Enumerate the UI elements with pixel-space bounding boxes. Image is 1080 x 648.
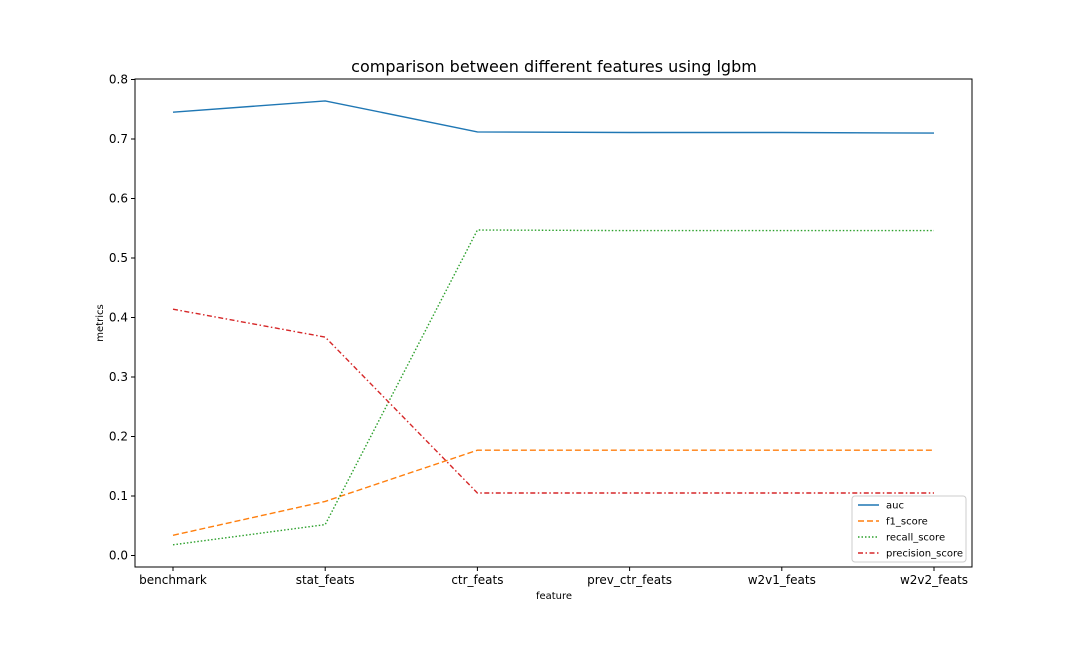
y-tick-label: 0.3 bbox=[109, 370, 128, 384]
x-tick-label: benchmark bbox=[139, 573, 207, 587]
y-tick-label: 0.4 bbox=[109, 311, 128, 325]
x-tick-label: prev_ctr_feats bbox=[587, 573, 672, 587]
series-line-f1-score bbox=[172, 449, 934, 536]
legend-box bbox=[851, 495, 967, 563]
y-tick-label: 0.1 bbox=[109, 489, 128, 503]
x-tick-label: w2v2_feats bbox=[900, 573, 968, 587]
plot-frame bbox=[134, 78, 973, 568]
x-axis-label: feature bbox=[536, 591, 572, 602]
y-tick-label: 0.5 bbox=[109, 251, 128, 265]
chart-title: comparison between different features us… bbox=[351, 57, 757, 76]
y-axis-label: metrics bbox=[95, 304, 106, 341]
x-tick-label: stat_feats bbox=[296, 573, 355, 587]
series-line-auc bbox=[172, 100, 935, 134]
legend-label: f1_score bbox=[886, 517, 928, 528]
y-tick-label: 0.2 bbox=[109, 430, 128, 444]
y-tick-label: 0.0 bbox=[109, 549, 128, 563]
legend-label: recall_score bbox=[886, 533, 945, 544]
y-tick-label: 0.6 bbox=[109, 192, 128, 206]
x-tick-label: w2v1_feats bbox=[748, 573, 816, 587]
legend: auc f1_score recall_score precision_score bbox=[851, 495, 967, 563]
y-tick-label: 0.7 bbox=[109, 132, 128, 146]
y-tick-label: 0.8 bbox=[109, 73, 128, 87]
y-axis: 0.0 0.1 0.2 0.3 0.4 0.5 0.6 0.7 0.8 bbox=[109, 73, 135, 563]
x-tick-label: ctr_feats bbox=[451, 573, 503, 587]
legend-label: precision_score bbox=[886, 549, 963, 560]
series-line-precision-score bbox=[172, 308, 934, 494]
x-axis: benchmark stat_feats ctr_feats prev_ctr_fea… bbox=[139, 567, 968, 587]
series-line-recall-score bbox=[172, 229, 934, 546]
plot-lines bbox=[172, 100, 935, 546]
legend-label: auc bbox=[886, 501, 904, 512]
